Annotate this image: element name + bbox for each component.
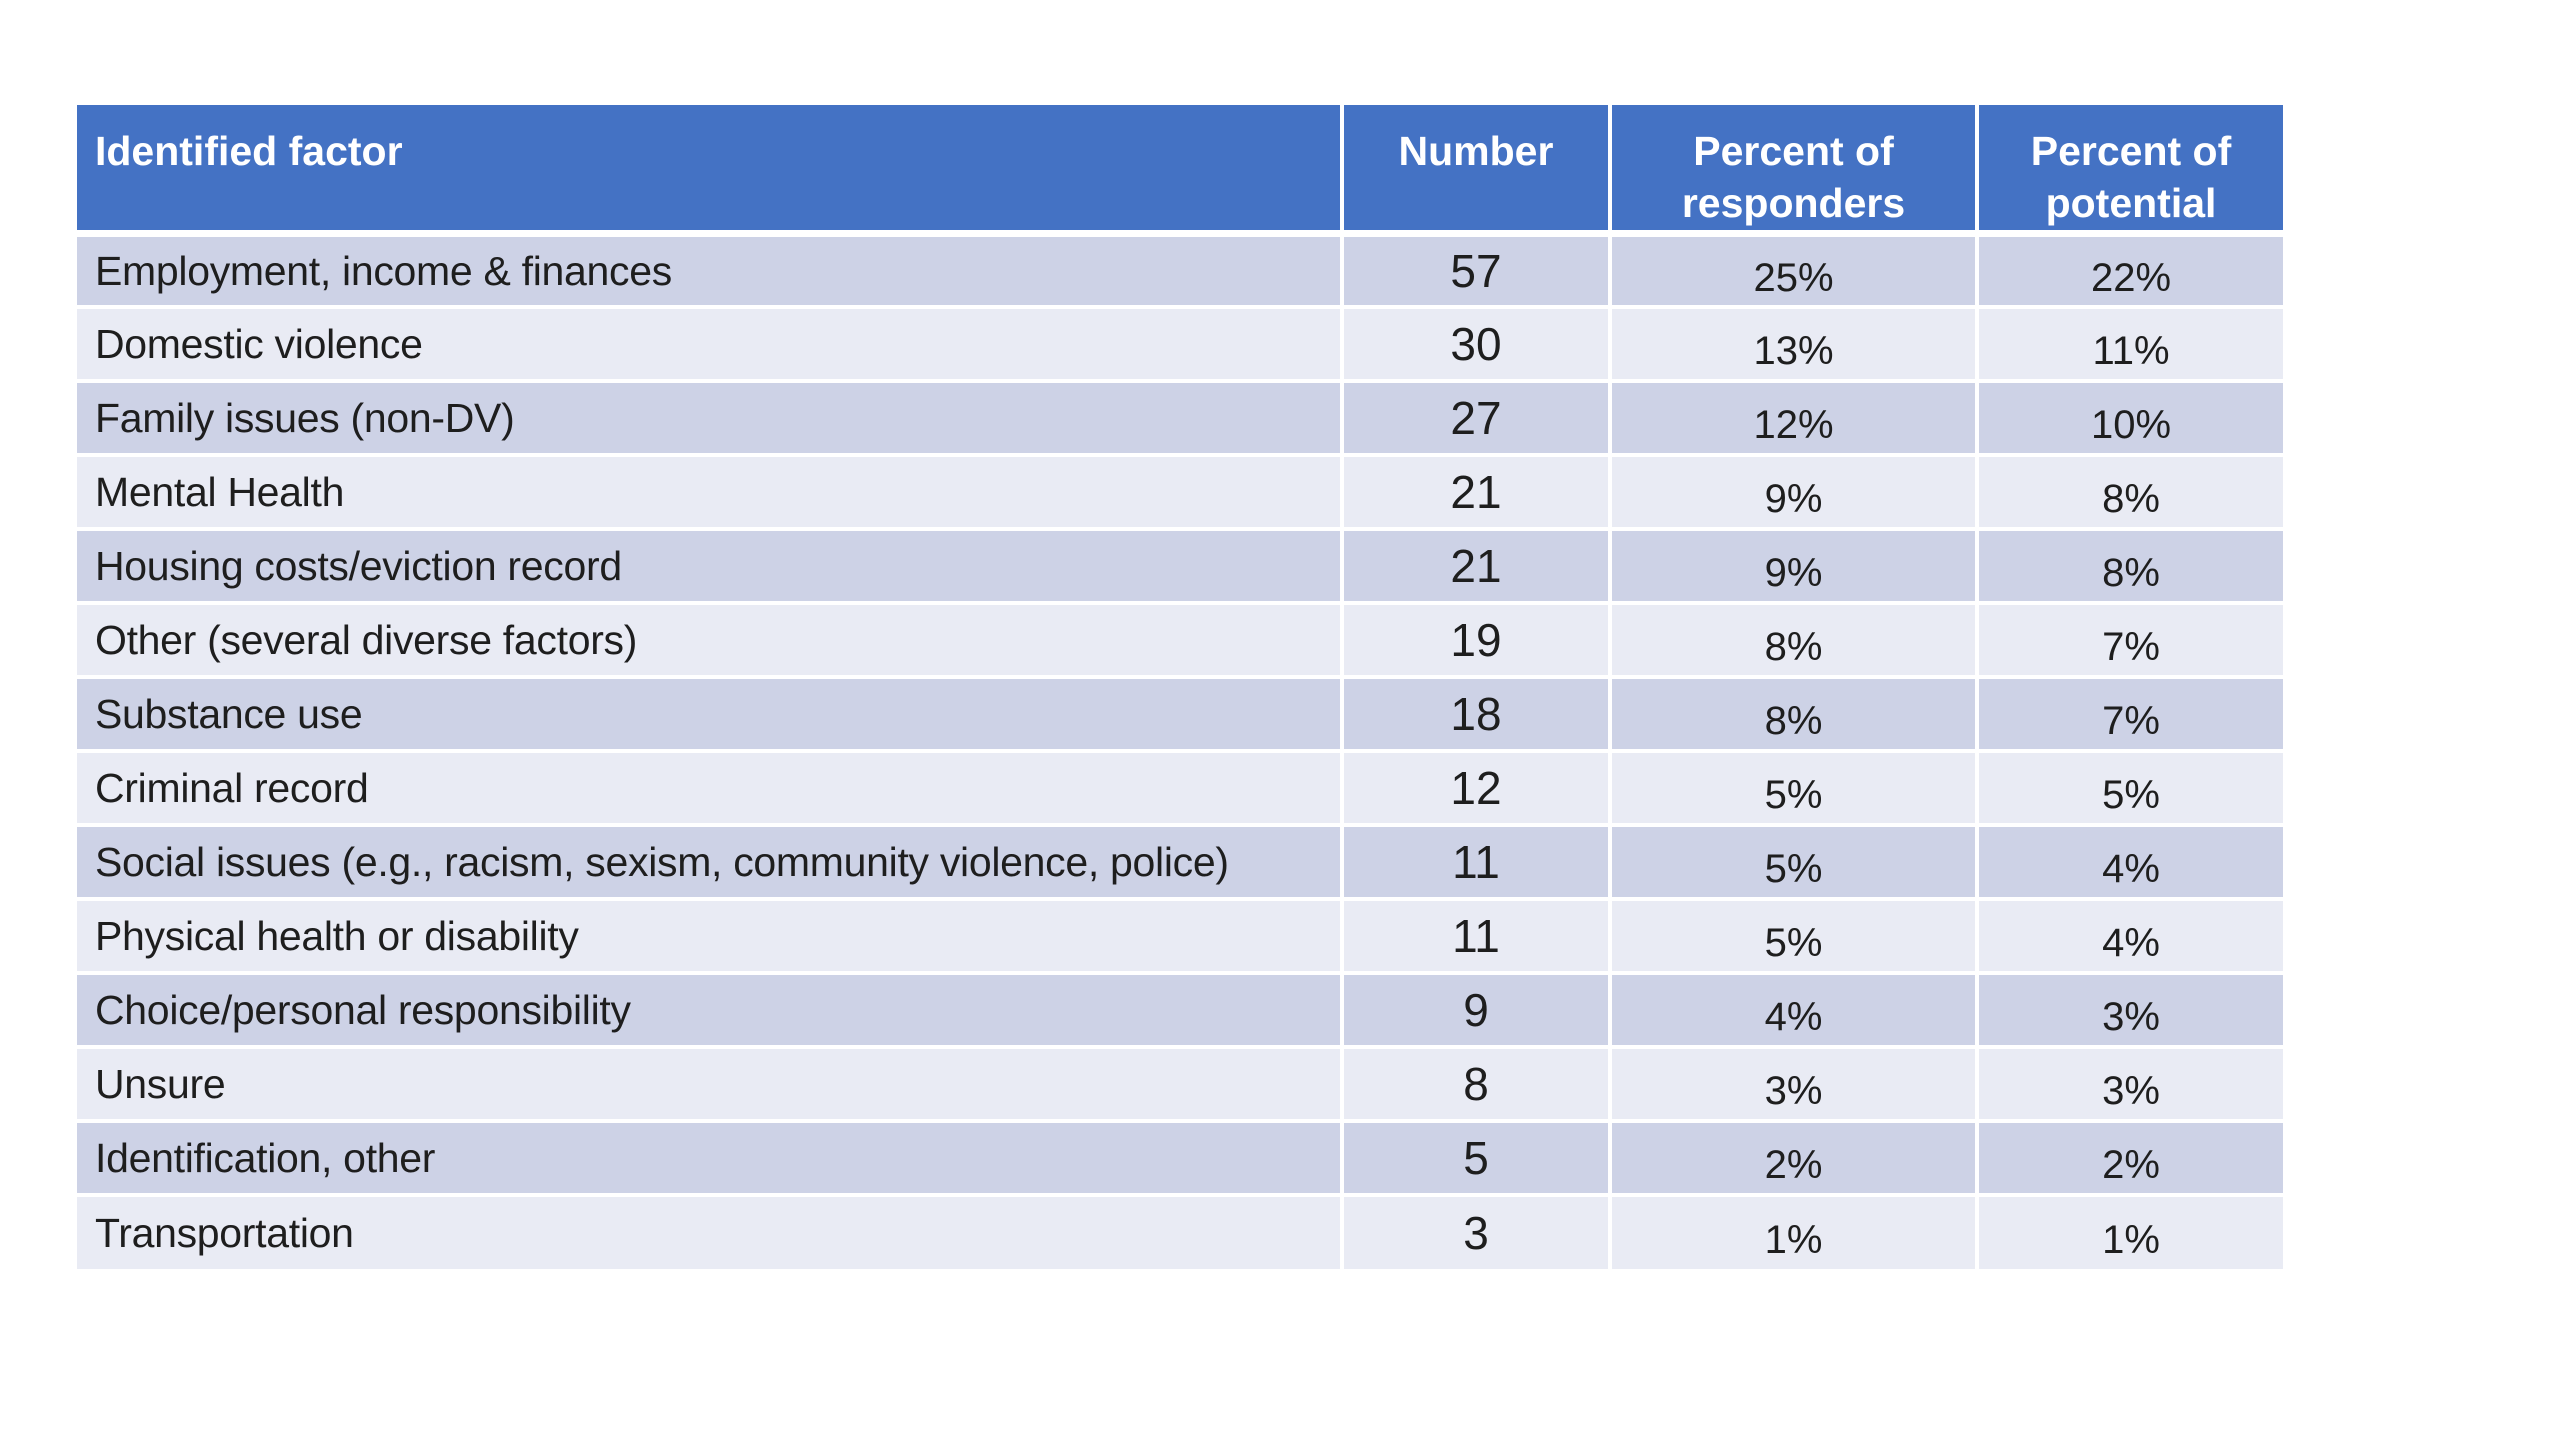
percent-responders-cell: 12% — [1610, 381, 1979, 458]
percent-potential-cell: 22% — [1977, 233, 2283, 310]
percent-potential-cell: 7% — [1977, 603, 2283, 680]
table-row: Employment, income & finances 57 25% 22% — [77, 233, 2283, 310]
number-cell: 5 — [1342, 1121, 1612, 1198]
percent-potential-cell: 11% — [1977, 307, 2283, 384]
percent-potential-cell: 2% — [1977, 1121, 2283, 1198]
percent-responders-cell: 8% — [1610, 677, 1979, 754]
number-cell: 8 — [1342, 1047, 1612, 1124]
factor-cell: Domestic violence — [77, 307, 1344, 384]
header-row: Identified factor Number Percent of resp… — [77, 105, 2283, 237]
factor-cell: Housing costs/eviction record — [77, 529, 1344, 606]
table-row: Family issues (non-DV) 27 12% 10% — [77, 381, 2283, 458]
number-cell: 19 — [1342, 603, 1612, 680]
percent-potential-cell: 3% — [1977, 1047, 2283, 1124]
factor-cell: Unsure — [77, 1047, 1344, 1124]
factor-cell: Substance use — [77, 677, 1344, 754]
number-cell: 11 — [1342, 825, 1612, 902]
factor-cell: Employment, income & finances — [77, 233, 1344, 310]
percent-potential-cell: 7% — [1977, 677, 2283, 754]
header-number: Number — [1342, 105, 1612, 237]
table-row: Identification, other 5 2% 2% — [77, 1121, 2283, 1198]
factors-table: Identified factor Number Percent of resp… — [77, 105, 2283, 1270]
table-row: Criminal record 12 5% 5% — [77, 751, 2283, 828]
table-row: Housing costs/eviction record 21 9% 8% — [77, 529, 2283, 606]
percent-potential-cell: 8% — [1977, 455, 2283, 532]
factor-cell: Criminal record — [77, 751, 1344, 828]
table-row: Substance use 18 8% 7% — [77, 677, 2283, 754]
percent-responders-cell: 9% — [1610, 455, 1979, 532]
table-row: Choice/personal responsibility 9 4% 3% — [77, 973, 2283, 1050]
percent-responders-cell: 4% — [1610, 973, 1979, 1050]
number-cell: 57 — [1342, 233, 1612, 310]
percent-potential-cell: 8% — [1977, 529, 2283, 606]
percent-responders-cell: 5% — [1610, 899, 1979, 976]
header-identified-factor: Identified factor — [77, 105, 1344, 237]
table-row: Mental Health 21 9% 8% — [77, 455, 2283, 532]
factor-cell: Mental Health — [77, 455, 1344, 532]
table-row: Domestic violence 30 13% 11% — [77, 307, 2283, 384]
percent-responders-cell: 1% — [1610, 1195, 1979, 1270]
table-row: Physical health or disability 11 5% 4% — [77, 899, 2283, 976]
header-percent-responders: Percent of responders — [1610, 105, 1979, 237]
percent-responders-cell: 8% — [1610, 603, 1979, 680]
percent-responders-cell: 5% — [1610, 751, 1979, 828]
percent-responders-cell: 5% — [1610, 825, 1979, 902]
percent-responders-cell: 2% — [1610, 1121, 1979, 1198]
percent-responders-cell: 3% — [1610, 1047, 1979, 1124]
factor-cell: Other (several diverse factors) — [77, 603, 1344, 680]
number-cell: 30 — [1342, 307, 1612, 384]
number-cell: 11 — [1342, 899, 1612, 976]
percent-potential-cell: 1% — [1977, 1195, 2283, 1270]
header-percent-potential: Percent of potential — [1977, 105, 2283, 237]
number-cell: 18 — [1342, 677, 1612, 754]
number-cell: 21 — [1342, 455, 1612, 532]
table-row: Social issues (e.g., racism, sexism, com… — [77, 825, 2283, 902]
factor-cell: Family issues (non-DV) — [77, 381, 1344, 458]
percent-potential-cell: 4% — [1977, 825, 2283, 902]
number-cell: 27 — [1342, 381, 1612, 458]
table-body: Employment, income & finances 57 25% 22%… — [77, 233, 2283, 1270]
percent-potential-cell: 4% — [1977, 899, 2283, 976]
percent-potential-cell: 3% — [1977, 973, 2283, 1050]
number-cell: 12 — [1342, 751, 1612, 828]
factor-cell: Physical health or disability — [77, 899, 1344, 976]
percent-potential-cell: 5% — [1977, 751, 2283, 828]
factor-cell: Social issues (e.g., racism, sexism, com… — [77, 825, 1344, 902]
table-row: Unsure 8 3% 3% — [77, 1047, 2283, 1124]
number-cell: 21 — [1342, 529, 1612, 606]
number-cell: 9 — [1342, 973, 1612, 1050]
percent-responders-cell: 9% — [1610, 529, 1979, 606]
factor-cell: Choice/personal responsibility — [77, 973, 1344, 1050]
table-row: Transportation 3 1% 1% — [77, 1195, 2283, 1270]
table-header: Identified factor Number Percent of resp… — [77, 105, 2283, 237]
percent-responders-cell: 25% — [1610, 233, 1979, 310]
table-row: Other (several diverse factors) 19 8% 7% — [77, 603, 2283, 680]
percent-potential-cell: 10% — [1977, 381, 2283, 458]
factor-cell: Transportation — [77, 1195, 1344, 1270]
percent-responders-cell: 13% — [1610, 307, 1979, 384]
factor-cell: Identification, other — [77, 1121, 1344, 1198]
number-cell: 3 — [1342, 1195, 1612, 1270]
